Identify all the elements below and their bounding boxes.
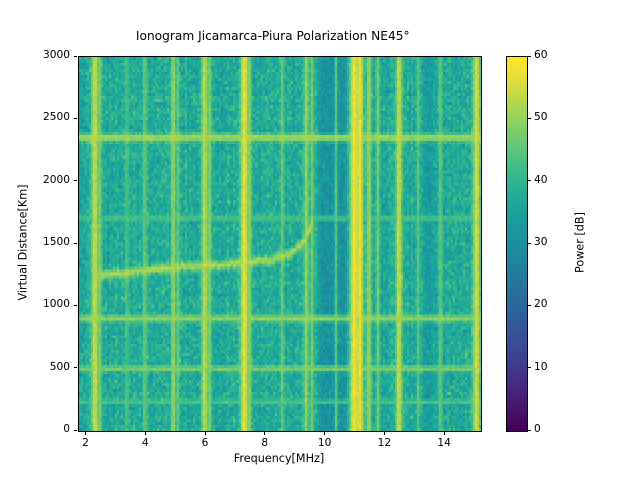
ionogram-heatmap	[79, 57, 481, 431]
colorbar	[506, 56, 528, 432]
x-tick-label: 14	[437, 437, 451, 449]
colorbar-tick-label: 50	[534, 111, 548, 124]
x-tick-mark	[144, 431, 146, 435]
y-tick-label: 1000	[43, 298, 70, 311]
y-tick-label: 3000	[43, 49, 70, 61]
x-tick-mark	[443, 431, 445, 435]
y-tick-mark	[73, 304, 77, 306]
x-tick-label: 10	[317, 437, 332, 449]
x-tick-label: 12	[377, 437, 392, 449]
colorbar-tick-label: 10	[534, 360, 548, 373]
y-tick-label: 2000	[43, 173, 70, 186]
y-tick-label: 500	[49, 360, 70, 373]
colorbar-tick-mark	[527, 304, 531, 306]
colorbar-gradient	[507, 57, 527, 431]
colorbar-tick-label: 30	[534, 236, 548, 248]
y-tick-mark	[73, 117, 77, 119]
colorbar-tick-mark	[527, 117, 531, 119]
plot-area	[78, 56, 482, 432]
y-tick-mark	[73, 367, 77, 369]
y-tick-label: 1500	[43, 236, 70, 248]
colorbar-label: Power [dB]	[573, 212, 587, 273]
colorbar-tick-mark	[527, 242, 531, 244]
x-tick-label: 4	[141, 437, 149, 449]
x-tick-label: 6	[201, 437, 209, 449]
y-tick-label: 2500	[43, 111, 70, 124]
chart-title-line1: Ionogram Jicamarca-Piura Polarization NE…	[135, 29, 410, 43]
x-tick-mark	[264, 431, 266, 435]
colorbar-tick-mark	[527, 367, 531, 369]
y-tick-mark	[73, 429, 77, 431]
y-tick-mark	[73, 242, 77, 244]
y-tick-label: 0	[63, 423, 70, 435]
x-tick-label: 8	[261, 437, 269, 449]
colorbar-tick-mark	[527, 180, 531, 182]
colorbar-tick-mark	[527, 429, 531, 431]
colorbar-tick-label: 0	[534, 423, 541, 435]
x-axis-label: Frequency[MHz]	[233, 452, 325, 465]
colorbar-tick-mark	[527, 55, 531, 57]
x-tick-mark	[204, 431, 206, 435]
y-tick-mark	[73, 180, 77, 182]
colorbar-tick-label: 40	[534, 173, 548, 186]
x-tick-mark	[84, 431, 87, 435]
x-tick-mark	[324, 431, 326, 435]
y-tick-mark	[73, 55, 77, 57]
x-tick-mark	[383, 431, 385, 435]
y-axis-label: Virtual Distance[Km]	[16, 184, 30, 301]
x-tick-label: 2	[82, 437, 89, 449]
colorbar-tick-label: 60	[534, 49, 548, 61]
colorbar-tick-label: 20	[534, 298, 548, 311]
